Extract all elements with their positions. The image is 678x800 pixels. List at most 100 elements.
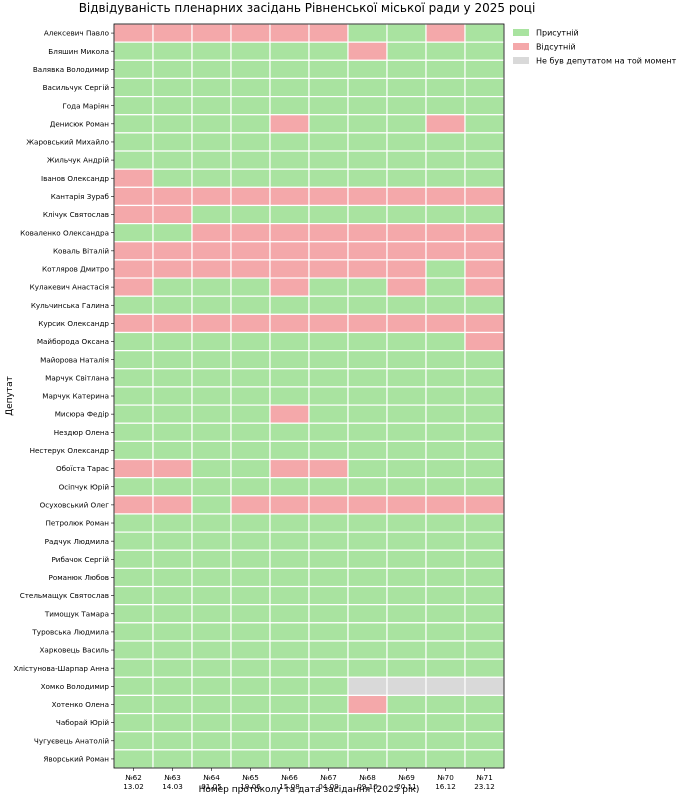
- heatmap-cell: [191, 513, 232, 533]
- heatmap-cell: [191, 41, 232, 61]
- y-tick-label: Обоїста Тарас: [56, 464, 109, 473]
- heatmap-cell: [113, 604, 154, 624]
- heatmap-cell: [269, 277, 310, 297]
- heatmap-cell: [269, 658, 310, 678]
- heatmap-cell: [230, 150, 271, 170]
- heatmap-cell: [269, 350, 310, 370]
- y-tick-label: Коваль Віталій: [53, 246, 109, 255]
- heatmap-cell: [308, 604, 349, 624]
- heatmap-cell: [308, 77, 349, 98]
- y-tick-label: Яворський Роман: [43, 755, 109, 764]
- heatmap-cell: [191, 440, 232, 461]
- heatmap-cell: [425, 223, 466, 243]
- heatmap-cell: [191, 241, 232, 261]
- heatmap-cell: [152, 422, 193, 442]
- heatmap-cell: [386, 132, 427, 152]
- heatmap-cell: [269, 712, 310, 733]
- heatmap-cell: [191, 422, 232, 442]
- heatmap-cell: [230, 422, 271, 442]
- heatmap-cell: [308, 204, 349, 225]
- heatmap-cell: [152, 712, 193, 733]
- heatmap-cell: [191, 59, 232, 80]
- heatmap-cell: [113, 114, 154, 134]
- x-tick-label-protocol: №66: [281, 773, 298, 782]
- heatmap-cell: [464, 114, 505, 134]
- x-tick-label-date: 19.06: [240, 782, 261, 791]
- x-tick-label-protocol: №70: [437, 773, 454, 782]
- heatmap-cell: [308, 567, 349, 588]
- y-tick-label: Осуховський Олег: [40, 500, 110, 509]
- heatmap-cell: [425, 150, 466, 170]
- heatmap-cell: [113, 658, 154, 678]
- heatmap-cell: [113, 277, 154, 297]
- chart-title: Відвідуваність пленарних засідань Рівнен…: [79, 1, 536, 15]
- heatmap-cell: [425, 549, 466, 569]
- heatmap-cell: [464, 549, 505, 569]
- heatmap-cell: [269, 513, 310, 533]
- heatmap-cell: [113, 59, 154, 80]
- heatmap-cell: [464, 277, 505, 297]
- heatmap-cell: [191, 223, 232, 243]
- heatmap-cell: [152, 694, 193, 715]
- heatmap-cell: [347, 440, 388, 461]
- heatmap-cell: [386, 440, 427, 461]
- heatmap-cell: [464, 585, 505, 606]
- heatmap-cell: [113, 132, 154, 152]
- heatmap-cell: [191, 567, 232, 588]
- heatmap-cell: [152, 749, 193, 769]
- heatmap-cell: [464, 495, 505, 515]
- heatmap-cell: [425, 567, 466, 588]
- heatmap-cell: [269, 549, 310, 569]
- heatmap-cell: [308, 458, 349, 479]
- heatmap-cell: [347, 114, 388, 134]
- y-tick-label: Кулакевич Анастасія: [30, 283, 109, 292]
- heatmap-cell: [308, 549, 349, 569]
- heatmap-cell: [230, 712, 271, 733]
- heatmap-cell: [464, 731, 505, 751]
- heatmap-cell: [152, 204, 193, 225]
- heatmap-cell: [269, 150, 310, 170]
- heatmap-cell: [425, 41, 466, 61]
- heatmap-cell: [308, 313, 349, 334]
- heatmap-cell: [191, 622, 232, 642]
- heatmap-cell: [347, 41, 388, 61]
- heatmap-cell: [308, 731, 349, 751]
- heatmap-cell: [152, 440, 193, 461]
- heatmap-cell: [347, 350, 388, 370]
- y-tick-label: Харковець Василь: [40, 646, 110, 655]
- y-axis-labels: Алексевич Павло Бляшин Микола Валявка Воло…: [13, 29, 114, 764]
- heatmap-cell: [191, 295, 232, 315]
- heatmap-cell: [308, 23, 349, 43]
- heatmap-cell: [230, 477, 271, 497]
- heatmap-cell: [113, 731, 154, 751]
- x-tick-label-date: 16.12: [435, 782, 456, 791]
- heatmap-cell: [269, 59, 310, 80]
- heatmap-cell: [425, 513, 466, 533]
- heatmap-cell: [113, 531, 154, 551]
- heatmap-cell: [425, 712, 466, 733]
- heatmap-cell: [269, 331, 310, 352]
- heatmap-cell: [191, 749, 232, 769]
- y-tick-label: Клічук Святослав: [43, 210, 109, 219]
- heatmap-cell: [269, 95, 310, 116]
- heatmap-cell: [269, 458, 310, 479]
- heatmap-cell: [191, 676, 232, 697]
- heatmap-cell: [230, 585, 271, 606]
- heatmap-cell: [347, 549, 388, 569]
- x-tick-label-protocol: №69: [398, 773, 415, 782]
- y-tick-label: Денисюк Роман: [50, 119, 110, 128]
- heatmap-cell: [269, 404, 310, 424]
- heatmap-cell: [347, 132, 388, 152]
- heatmap-cell: [152, 368, 193, 388]
- x-tick-label-protocol: №63: [164, 773, 181, 782]
- heatmap-cell: [152, 186, 193, 207]
- heatmap-cell: [191, 259, 232, 279]
- heatmap-cell: [386, 477, 427, 497]
- x-tick-label-protocol: №71: [476, 773, 493, 782]
- heatmap-cell: [269, 114, 310, 134]
- heatmap-cell: [386, 622, 427, 642]
- heatmap-cell: [464, 168, 505, 188]
- heatmap-cell: [308, 186, 349, 207]
- heatmap-cell: [269, 368, 310, 388]
- heatmap-cell: [269, 422, 310, 442]
